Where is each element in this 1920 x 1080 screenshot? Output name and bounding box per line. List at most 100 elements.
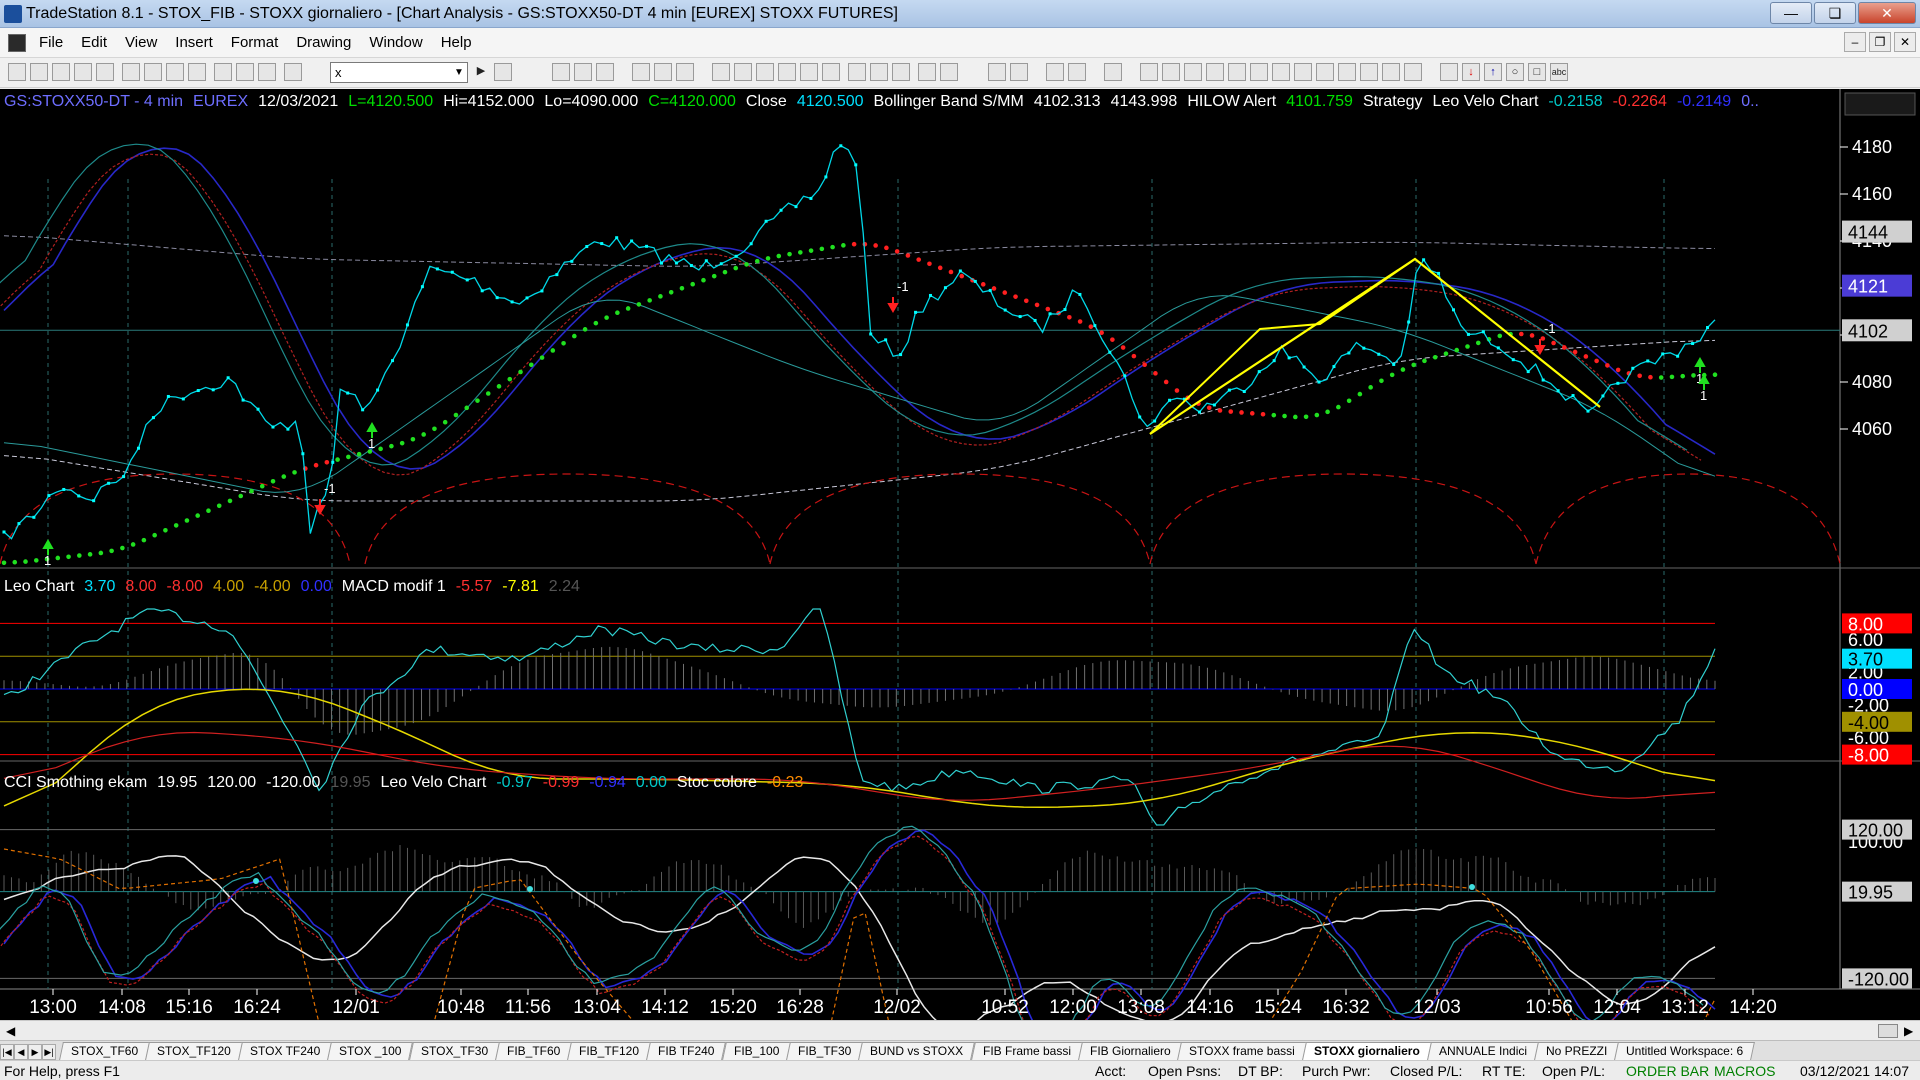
zoom-in-icon[interactable] (918, 63, 936, 81)
tab-stox-tf60[interactable]: STOX_TF60 (59, 1042, 151, 1060)
chart-analysis-window[interactable]: 4180416041404120410040804060GS:STOXX50-D… (0, 89, 1920, 1026)
save-all-icon[interactable] (96, 63, 114, 81)
link-icon[interactable] (632, 63, 650, 81)
mdi-restore-button[interactable]: ❐ (1869, 32, 1891, 52)
symbol-input[interactable]: x ▼ (330, 62, 468, 83)
tab-fib-frame-bassi[interactable]: FIB Frame bassi (970, 1042, 1083, 1060)
tab-annuale-indici[interactable]: ANNUALE Indici (1427, 1042, 1539, 1060)
menu-file[interactable]: File (39, 34, 64, 51)
tab-fib-tf120[interactable]: FIB_TF120 (567, 1042, 652, 1060)
last-tab-icon[interactable]: ▶| (42, 1044, 56, 1060)
new-icon[interactable] (8, 63, 26, 81)
tab-fib-tf60[interactable]: FIB_TF60 (494, 1042, 573, 1060)
tab-fib-100[interactable]: FIB_100 (721, 1042, 791, 1060)
cycle-icon[interactable] (1360, 63, 1378, 81)
radarscreen-icon[interactable] (574, 63, 592, 81)
trendline-icon[interactable] (1140, 63, 1158, 81)
minimize-button[interactable]: — (1770, 2, 1812, 24)
insert-indicator-icon[interactable] (1104, 63, 1122, 81)
ellipse-icon[interactable]: ○ (1506, 63, 1524, 81)
prev-tab-icon[interactable]: ◀ (14, 1044, 28, 1060)
color-palette-icon[interactable] (258, 63, 276, 81)
scrollbar-thumb[interactable] (1878, 1024, 1898, 1038)
zoom-out-icon[interactable] (940, 63, 958, 81)
tab-stox-tf240[interactable]: STOX TF240 (238, 1042, 333, 1060)
vertical-line-icon[interactable] (1338, 63, 1356, 81)
line-chart-icon[interactable] (800, 63, 818, 81)
tab-stox-tf120[interactable]: STOX_TF120 (145, 1042, 243, 1060)
scroll-left-icon[interactable] (848, 63, 866, 81)
pointer-icon[interactable] (988, 63, 1006, 81)
menu-view[interactable]: View (125, 34, 158, 51)
tab-fib-giornaliero[interactable]: FIB Giornaliero (1077, 1042, 1183, 1060)
chart-analysis-icon[interactable] (552, 63, 570, 81)
menu-help[interactable]: Help (440, 34, 472, 51)
horizontal-lines-icon[interactable] (1184, 63, 1202, 81)
point-figure-icon[interactable] (822, 63, 840, 81)
tab-fib-tf30[interactable]: FIB_TF30 (786, 1042, 864, 1060)
arrow-down-icon[interactable]: ↓ (1462, 63, 1480, 81)
mdi-close-button[interactable]: ✕ (1894, 32, 1916, 52)
paste-icon[interactable] (188, 63, 206, 81)
tab-stoxx-frame-bassi[interactable]: STOXX frame bassi (1177, 1042, 1308, 1060)
chevron-down-icon[interactable]: ▼ (454, 67, 464, 78)
chart-window-icon[interactable] (8, 33, 26, 52)
scroll-right-arrow-icon[interactable]: ▶ (1904, 1024, 1914, 1038)
order-bar-button[interactable]: ORDER BAR (1626, 1063, 1710, 1079)
snapshot-icon[interactable] (734, 63, 752, 81)
scroll-left-arrow-icon[interactable]: ◀ (6, 1024, 16, 1038)
matrix-icon[interactable] (596, 63, 614, 81)
rectangle-icon[interactable]: □ (1528, 63, 1546, 81)
lock-icon[interactable] (214, 63, 232, 81)
tab-stox-tf30[interactable]: STOX_TF30 (408, 1042, 500, 1060)
unlink-icon[interactable] (654, 63, 672, 81)
copy-icon[interactable] (166, 63, 184, 81)
expand-icon[interactable] (892, 63, 910, 81)
next-tab-icon[interactable]: ▶ (28, 1044, 42, 1060)
horizontal-scrollbar[interactable]: ◀ ▶ (0, 1020, 1920, 1040)
settings-icon[interactable] (1068, 63, 1086, 81)
speed-lines-icon[interactable] (1228, 63, 1246, 81)
menu-drawing[interactable]: Drawing (296, 34, 352, 51)
chart-canvas[interactable]: 4180416041404120410040804060GS:STOXX50-D… (0, 89, 1920, 1020)
menu-window[interactable]: Window (369, 34, 423, 51)
find-symbol-icon[interactable] (494, 63, 512, 81)
tab-bund-vs-stoxx[interactable]: BUND vs STOXX (858, 1042, 976, 1060)
tools-icon[interactable] (1046, 63, 1064, 81)
symbol-grid-icon[interactable] (284, 63, 302, 81)
macros-button[interactable]: MACROS (1714, 1063, 1776, 1079)
arc-icon[interactable] (1440, 63, 1458, 81)
parallel-lines-icon[interactable] (1162, 63, 1180, 81)
tab-stox-100[interactable]: STOX _100 (327, 1042, 414, 1060)
tab-stoxx-giornaliero[interactable]: STOXX giornaliero (1302, 1042, 1432, 1060)
close-button[interactable]: ✕ (1858, 2, 1916, 24)
tab-fib-tf240[interactable]: FIB TF240 (646, 1042, 727, 1060)
first-tab-icon[interactable]: |◀ (0, 1044, 14, 1060)
menu-edit[interactable]: Edit (81, 34, 108, 51)
open-icon[interactable] (30, 63, 48, 81)
tab-no-prezzi[interactable]: No PREZZI (1534, 1042, 1620, 1060)
print-preview-icon[interactable] (144, 63, 162, 81)
refresh-icon[interactable] (712, 63, 730, 81)
play-arrow-icon[interactable]: ▶ (476, 65, 486, 77)
gann-fan-icon[interactable] (1250, 63, 1268, 81)
pencil-icon[interactable] (1404, 63, 1422, 81)
cursor-select-icon[interactable] (1010, 63, 1028, 81)
restore-button[interactable]: ❏ (1814, 2, 1856, 24)
print-icon[interactable] (122, 63, 140, 81)
fibonacci-icon[interactable] (1206, 63, 1224, 81)
format-icon[interactable] (236, 63, 254, 81)
triangle-icon[interactable] (1382, 63, 1400, 81)
scroll-right-icon[interactable] (870, 63, 888, 81)
arrows-horizontal-icon[interactable] (1316, 63, 1334, 81)
andrews-pitchfork-icon[interactable] (1294, 63, 1312, 81)
mdi-minimize-button[interactable]: – (1844, 32, 1866, 52)
bar-chart-icon[interactable] (756, 63, 774, 81)
menu-insert[interactable]: Insert (175, 34, 213, 51)
save-icon[interactable] (74, 63, 92, 81)
arrow-up-icon[interactable]: ↑ (1484, 63, 1502, 81)
open-workspace-icon[interactable] (52, 63, 70, 81)
data-window-icon[interactable] (676, 63, 694, 81)
menu-format[interactable]: Format (230, 34, 279, 51)
tab-untitled-workspace-6[interactable]: Untitled Workspace: 6 (1614, 1042, 1756, 1060)
